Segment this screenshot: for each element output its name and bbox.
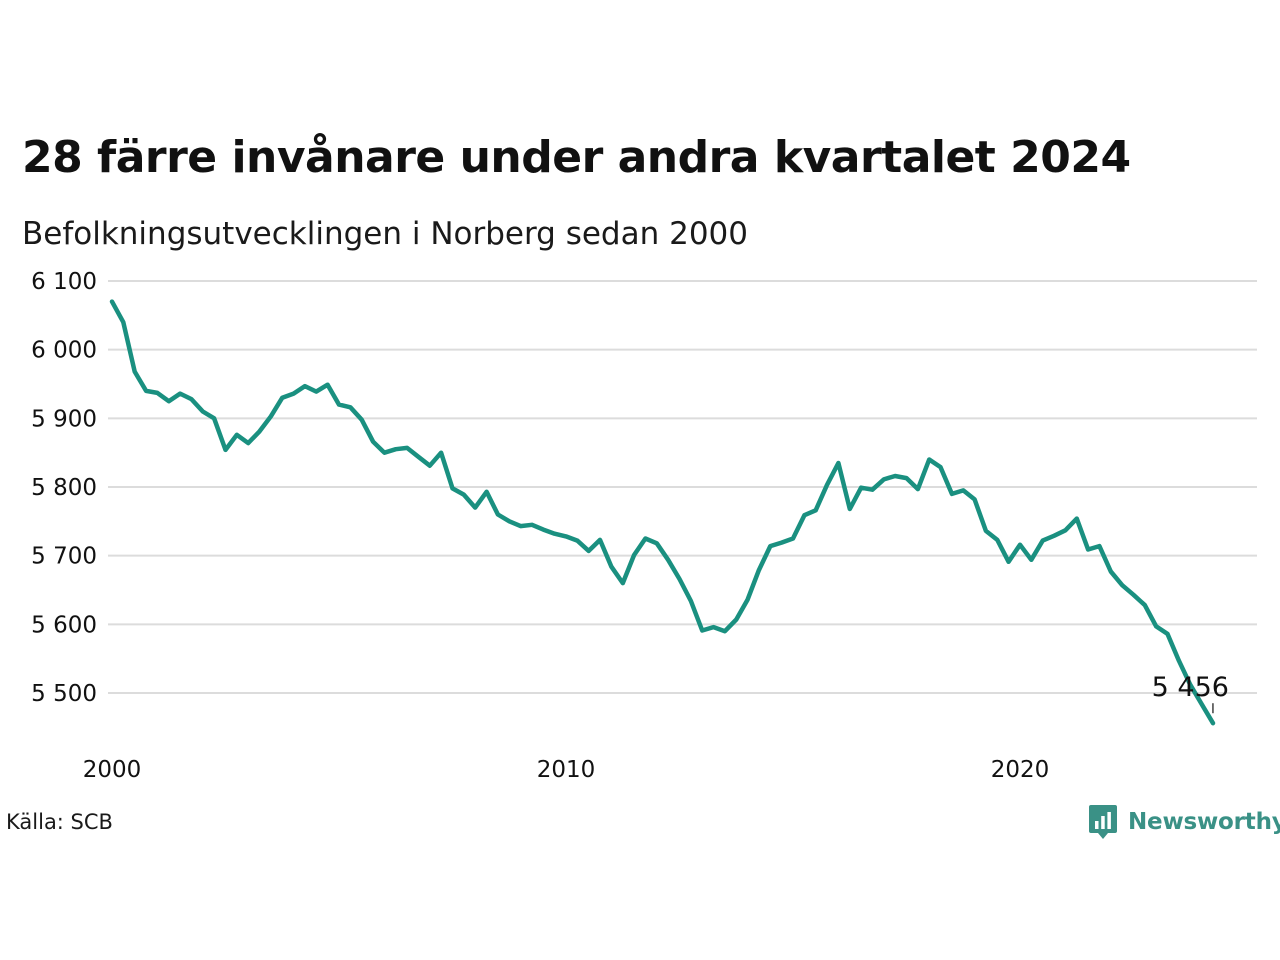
y-tick-label: 6 000 (31, 338, 97, 364)
x-axis-tick-labels: 2000 2010 2020 (83, 757, 1050, 783)
gridlines (108, 280, 1257, 694)
y-tick-label: 5 700 (31, 544, 97, 570)
bar-chart-speech-bubble-icon (1089, 805, 1117, 839)
y-tick-label: 6 100 (31, 269, 97, 295)
y-tick-label: 5 800 (31, 475, 97, 501)
y-tick-label: 5 900 (31, 406, 97, 432)
series-line (109, 299, 1216, 726)
x-tick-label: 2020 (991, 757, 1050, 783)
chart-title: 28 färre invånare under andra kvartalet … (22, 132, 1131, 183)
brand-name: Newsworthy (1128, 809, 1280, 835)
end-value-label: 5 456 (1152, 672, 1229, 703)
y-tick-label: 5 500 (31, 681, 97, 707)
y-tick-label: 5 600 (31, 612, 97, 638)
annotations: 5 456 (1152, 672, 1229, 714)
source-note: Källa: SCB (6, 810, 113, 834)
brand-logo: Newsworthy (1088, 804, 1280, 840)
chart-subtitle: Befolkningsutvecklingen i Norberg sedan … (22, 216, 749, 252)
x-tick-label: 2000 (83, 757, 142, 783)
series-lines (109, 299, 1216, 726)
y-axis-tick-labels: 5 500 5 600 5 700 5 800 5 900 6 000 6 100 (31, 269, 97, 707)
x-tick-label: 2010 (537, 757, 596, 783)
